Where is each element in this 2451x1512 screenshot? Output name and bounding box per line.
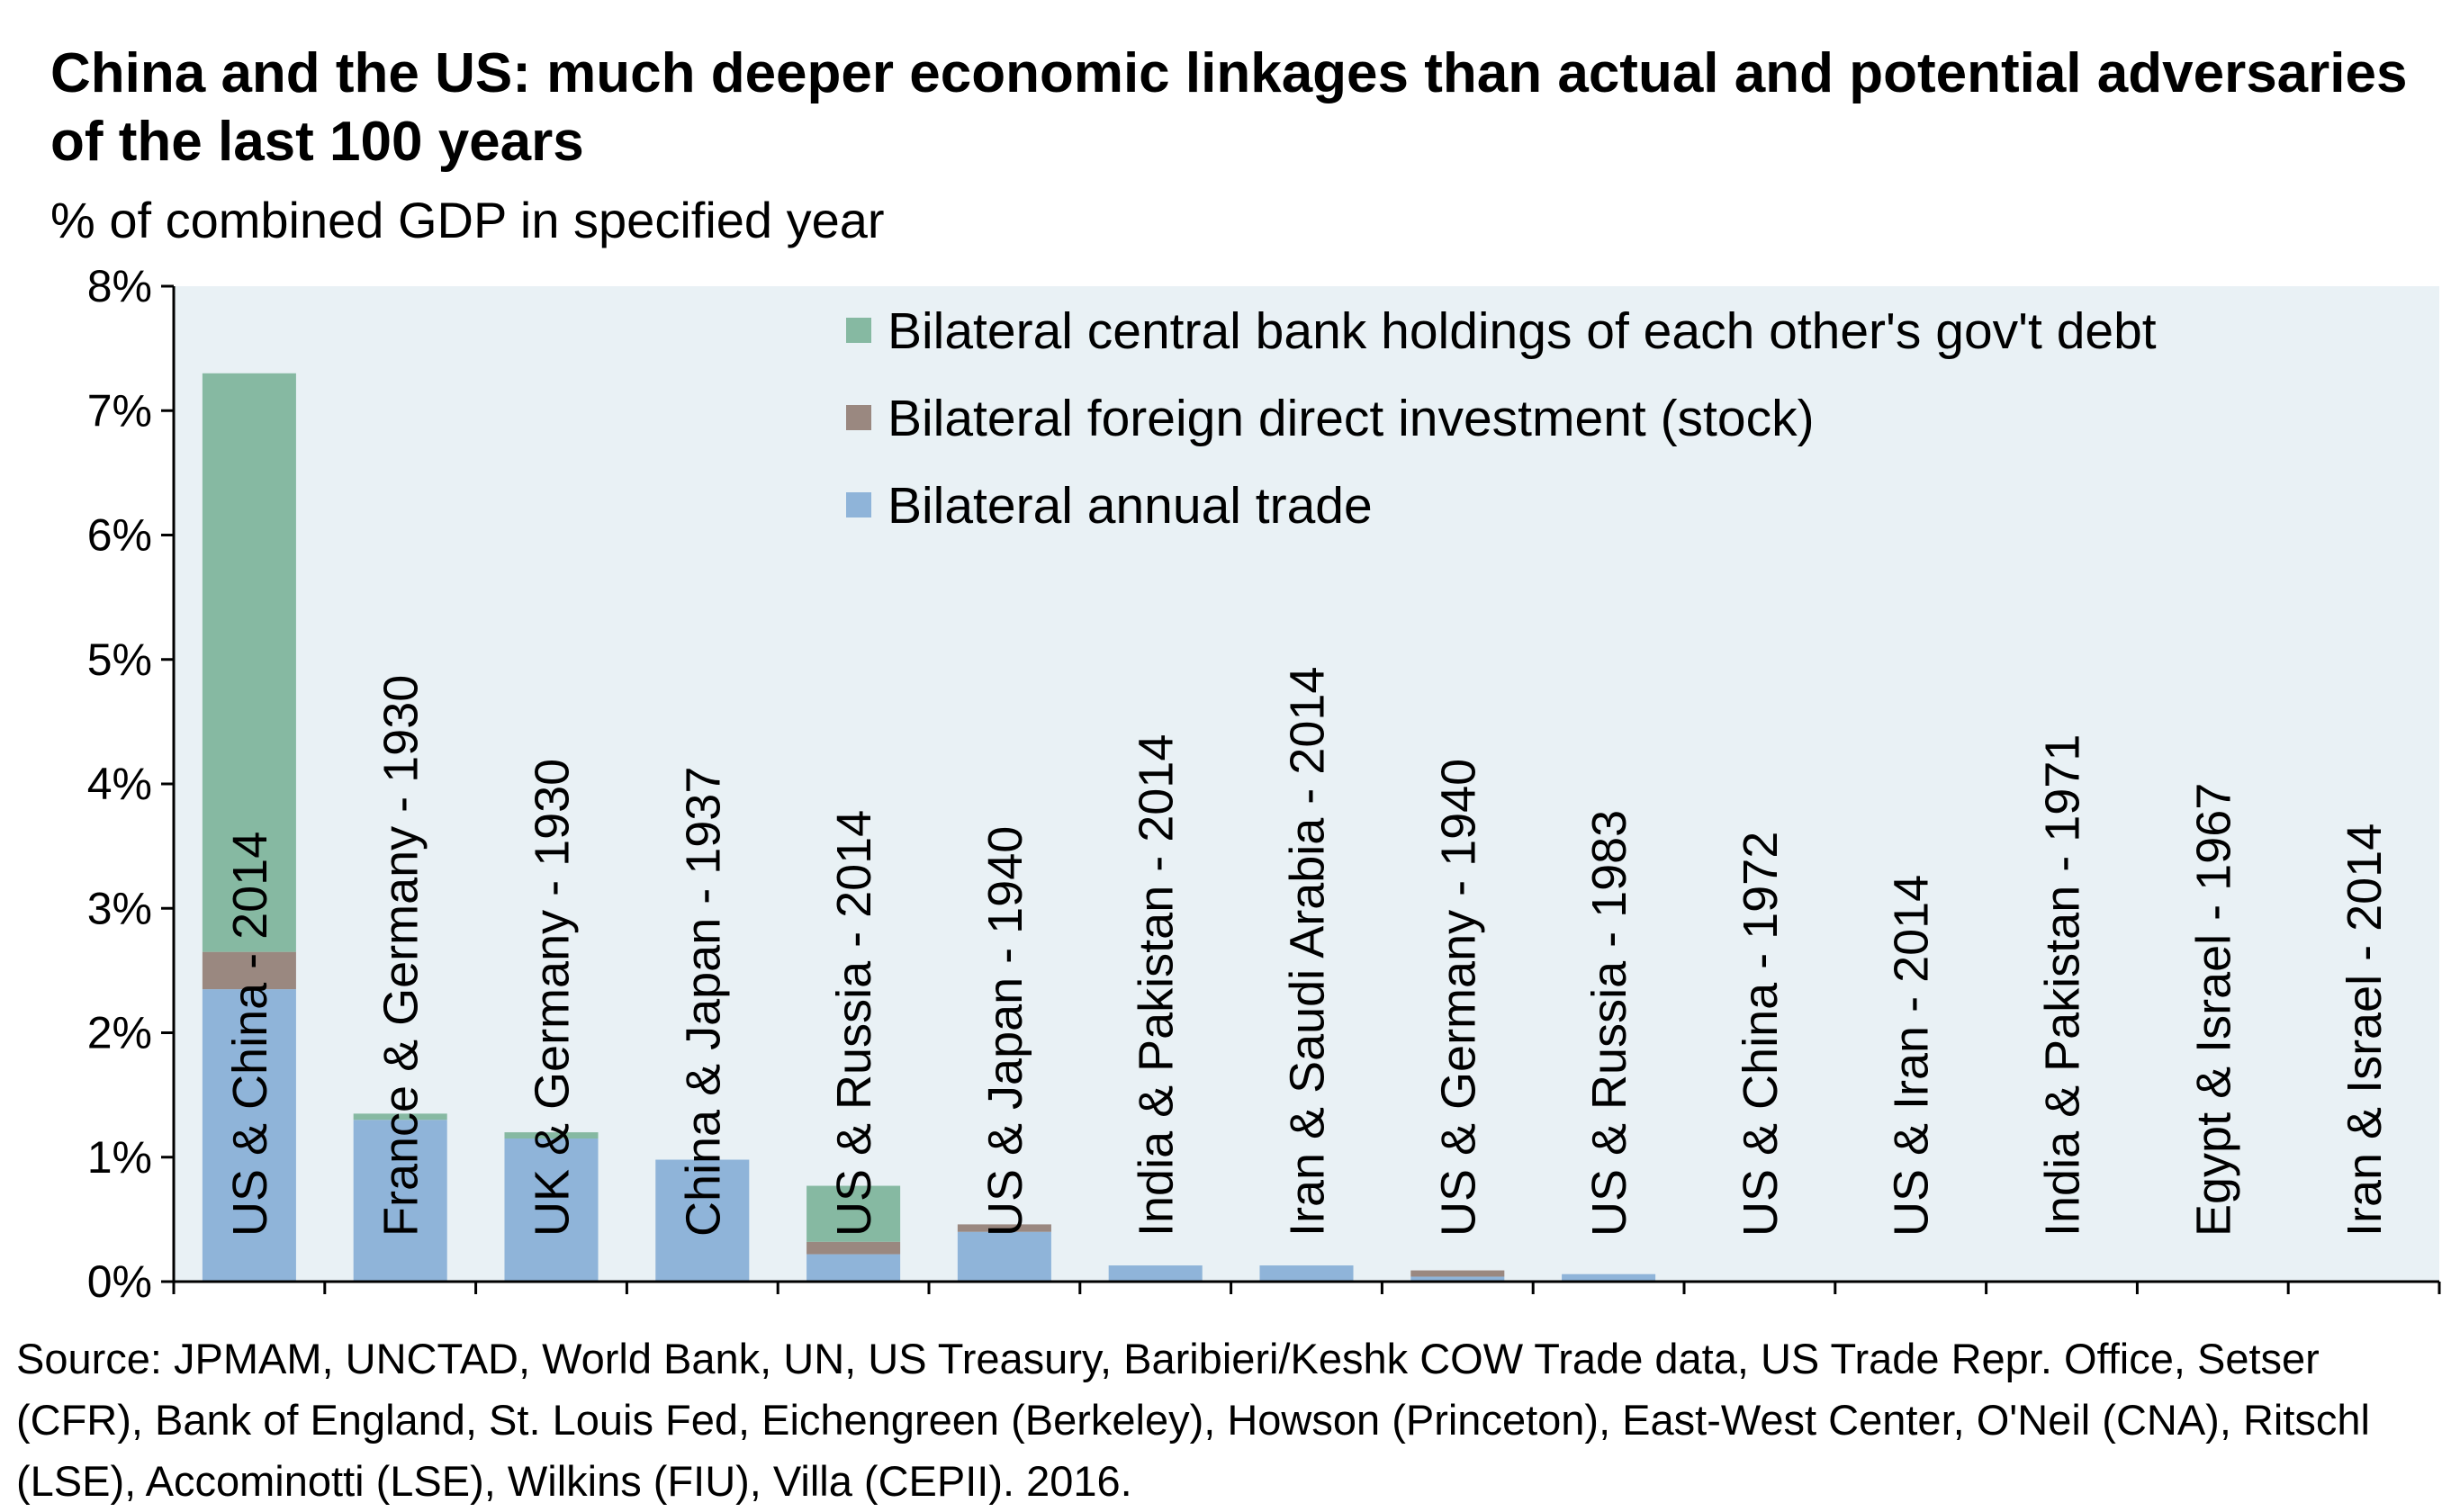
bar-segment-debt [806, 1185, 901, 1242]
chart-area: US & China - 2014 France & Germany - 1930… [87, 261, 2441, 1307]
category-label: France & Germany - 1930 [374, 675, 428, 1237]
bar-segment-trade [957, 1231, 1051, 1282]
category-label: India & Pakistan - 2014 [1130, 734, 1184, 1237]
bar-segment-fdi [1410, 1270, 1505, 1277]
bar-segment-trade [1108, 1265, 1203, 1282]
bar-segment-debt [353, 1113, 447, 1120]
y-tick-label: 4% [87, 759, 152, 809]
bar-segment-trade [202, 989, 296, 1282]
y-tick-label: 0% [87, 1256, 152, 1307]
bar-segment-trade [806, 1254, 901, 1282]
category-label: Iran & Israel - 2014 [2338, 824, 2392, 1237]
bar-segment-fdi [202, 951, 296, 990]
source-note: Source: JPMAM, UNCTAD, World Bank, UN, U… [16, 1335, 2370, 1505]
category-label: UK & Germany - 1930 [526, 759, 580, 1237]
bar-segment-trade [504, 1138, 599, 1282]
y-tick-label: 6% [87, 510, 152, 561]
bar-segment-debt [504, 1132, 599, 1139]
bar-segment-trade [1410, 1276, 1505, 1282]
bar-segment-fdi [957, 1224, 1051, 1232]
category-label: US & China - 2014 [223, 832, 277, 1237]
y-tick-label: 3% [87, 883, 152, 933]
y-tick-label: 5% [87, 634, 152, 685]
bar-segment-debt [202, 373, 296, 952]
legend-label: Bilateral annual trade [888, 477, 1373, 535]
legend-label: Bilateral central bank holdings of each … [888, 302, 2157, 360]
bar-segment-trade [1259, 1265, 1354, 1282]
chart-subtitle: % of combined GDP in specified year [50, 192, 885, 248]
y-tick-label: 1% [87, 1132, 152, 1183]
category-label: US & Japan - 1940 [978, 826, 1032, 1237]
category-label: India & Pakistan - 1971 [2036, 734, 2090, 1237]
bar-segment-trade [353, 1120, 447, 1282]
category-label: Iran & Saudi Arabia - 2014 [1281, 667, 1335, 1237]
category-label: US & Iran - 2014 [1885, 875, 1939, 1237]
plot-background [174, 286, 2439, 1282]
category-label: US & Germany - 1940 [1431, 759, 1485, 1237]
legend-swatch [846, 405, 871, 430]
bar-segment-trade [655, 1159, 750, 1282]
legend-label: Bilateral foreign direct investment (sto… [888, 390, 1815, 447]
y-tick-label: 7% [87, 385, 152, 436]
category-label: US & Russia - 1983 [1582, 810, 1636, 1237]
category-label: Egypt & Israel - 1967 [2186, 783, 2240, 1237]
legend-swatch [846, 318, 871, 343]
chart-title: China and the US: much deeper economic l… [50, 42, 2408, 173]
category-label: China & Japan - 1937 [676, 767, 730, 1237]
y-tick-label: 2% [87, 1008, 152, 1058]
category-label: US & China - 1972 [1734, 832, 1788, 1237]
bar-segment-fdi [806, 1241, 901, 1255]
legend-swatch [846, 492, 871, 518]
y-tick-label: 8% [87, 261, 152, 311]
bar-segment-trade [1562, 1274, 1656, 1282]
category-label: US & Russia - 2014 [827, 810, 881, 1237]
